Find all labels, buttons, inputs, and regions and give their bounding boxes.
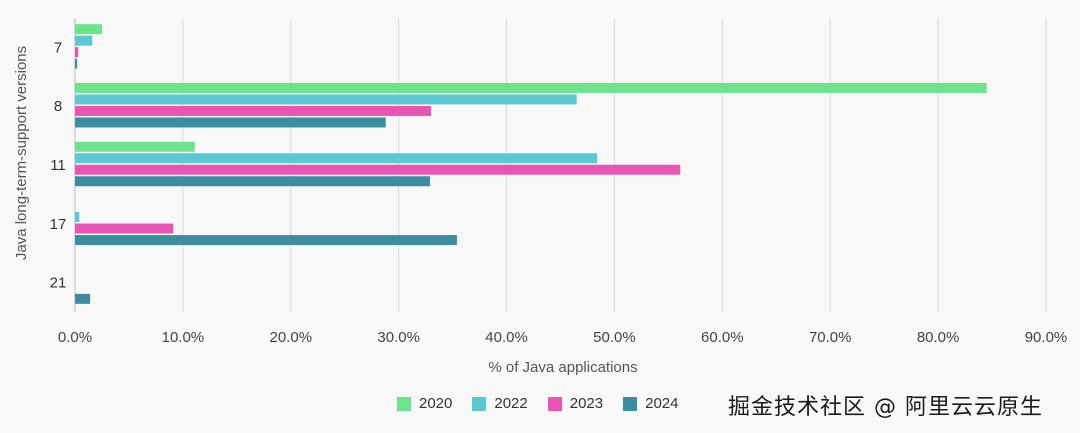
x-tick-label: 90.0% <box>1025 329 1068 346</box>
bar-11-2020 <box>75 141 195 152</box>
x-axis-label: % of Java applications <box>488 359 637 376</box>
legend-label: 2024 <box>645 395 679 412</box>
legend: 2020 2022 2023 2024 <box>397 395 679 412</box>
bar-8-2022 <box>75 94 577 105</box>
bar-8-2020 <box>75 82 987 93</box>
legend-item: 2023 <box>547 395 604 412</box>
bar-7-2023 <box>75 47 79 58</box>
x-tick-label: 10.0% <box>162 329 205 346</box>
x-tick-label: 60.0% <box>701 329 744 346</box>
bar-17-2022 <box>75 212 80 223</box>
legend-swatch <box>623 396 638 411</box>
y-tick-label: 11 <box>50 157 66 174</box>
legend-label: 2023 <box>569 395 604 412</box>
bar-8-2024 <box>75 117 386 128</box>
y-axis-label: Java long-term-support versions <box>13 46 30 260</box>
x-tick-label: 0.0% <box>58 329 92 346</box>
legend-label: 2022 <box>494 395 528 412</box>
bar-11-2022 <box>75 153 598 164</box>
legend-swatch <box>472 396 487 411</box>
watermark: 掘金技术社区 @ 阿里云云原生 <box>728 395 1043 420</box>
legend-swatch <box>547 396 562 411</box>
x-tick-label: 30.0% <box>377 329 420 346</box>
legend-label: 2020 <box>419 395 453 412</box>
bar-7-2024 <box>75 58 78 69</box>
bar-11-2023 <box>75 164 681 175</box>
legend-item: 2024 <box>623 395 679 412</box>
bar-7-2022 <box>75 35 93 46</box>
bar-17-2024 <box>75 235 457 246</box>
y-tick-label: 7 <box>54 39 62 56</box>
legend-item: 2022 <box>472 395 528 412</box>
x-tick-label: 70.0% <box>809 329 852 346</box>
bar-8-2023 <box>75 105 432 116</box>
x-tick-label: 80.0% <box>917 329 960 346</box>
y-tick-label: 17 <box>50 216 67 233</box>
y-tick-labels: 7 8 11 17 21 <box>50 39 67 291</box>
x-tick-label: 40.0% <box>485 329 528 346</box>
x-tick-label: 50.0% <box>593 329 636 346</box>
x-tick-label: 20.0% <box>270 329 313 346</box>
bar-21-2024 <box>75 293 91 304</box>
y-tick-label: 8 <box>54 98 62 115</box>
legend-swatch <box>397 396 411 411</box>
x-tick-labels: 0.0% 10.0% 20.0% 30.0% 40.0% 50.0% 60.0% 70.0% 8… <box>58 329 1067 346</box>
bar-17-2023 <box>75 223 174 234</box>
bar-7-2020 <box>75 24 102 35</box>
y-tick-label: 21 <box>50 275 67 292</box>
legend-item: 2020 <box>397 395 452 412</box>
bar-11-2024 <box>75 176 430 187</box>
bars <box>75 24 987 304</box>
